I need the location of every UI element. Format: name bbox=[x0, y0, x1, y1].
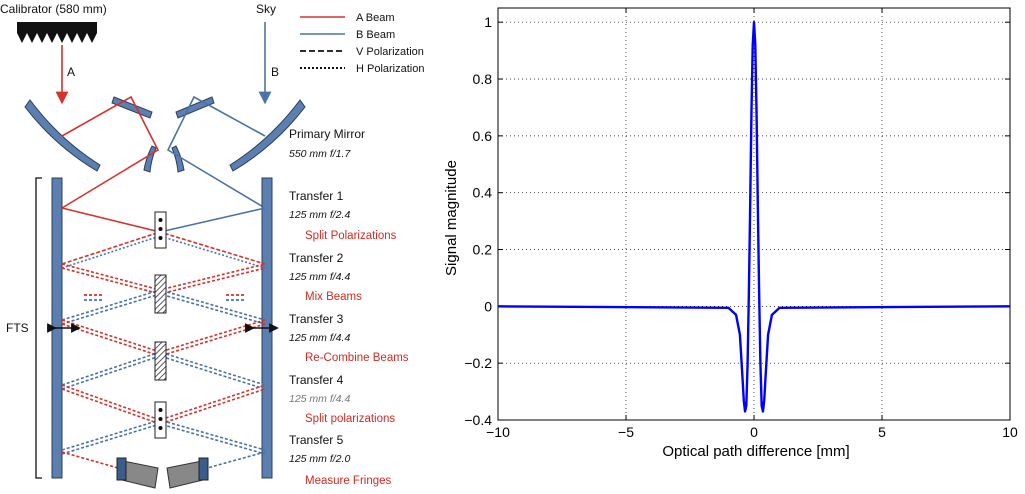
y-tick-label: 0.6 bbox=[473, 128, 493, 144]
y-axis-label: Signal magnitude bbox=[443, 160, 460, 276]
stage-labels: Primary Mirror 550 mm f/1.7 Transfer 1 1… bbox=[289, 127, 409, 487]
svg-text:Split Polarizations: Split Polarizations bbox=[305, 230, 397, 242]
y-tick-label: 0.4 bbox=[473, 185, 493, 201]
svg-text:125 mm f/2.0: 125 mm f/2.0 bbox=[289, 453, 350, 465]
legend-b-beam: B Beam bbox=[356, 29, 395, 41]
y-tick-label: −0.2 bbox=[464, 355, 492, 371]
svg-text:550 mm f/1.7: 550 mm f/1.7 bbox=[289, 148, 351, 160]
optical-layout-diagram: Calibrator (580 mm) Sky A B A Beam B Bea… bbox=[0, 2, 424, 489]
svg-text:125 mm f/2.4: 125 mm f/2.4 bbox=[289, 209, 350, 221]
legend-a-beam: A Beam bbox=[356, 12, 395, 24]
calibrator-label: Calibrator (580 mm) bbox=[0, 2, 107, 16]
x-tick-labels: −10 −5 0 5 10 bbox=[486, 424, 1018, 440]
signal-series-line bbox=[497, 21, 1011, 413]
x-tick-label: 0 bbox=[750, 424, 758, 440]
chart-grid bbox=[498, 8, 1010, 421]
legend-h-pol: H Polarization bbox=[356, 63, 424, 75]
y-tick-label: 0.2 bbox=[473, 242, 493, 258]
chart-plot-area bbox=[497, 7, 1011, 421]
fts-bracket bbox=[35, 177, 42, 479]
calibrator-load-icon bbox=[17, 22, 97, 43]
polarizer-element-2 bbox=[154, 401, 167, 439]
beam-b-label: B bbox=[271, 65, 279, 79]
svg-text:Transfer 3: Transfer 3 bbox=[289, 312, 344, 326]
svg-text:Split polarizations: Split polarizations bbox=[305, 413, 395, 425]
detector-icon bbox=[116, 457, 209, 489]
svg-text:Transfer 5: Transfer 5 bbox=[289, 433, 344, 447]
x-tick-label: 10 bbox=[1002, 424, 1018, 440]
signal-chart: −10 −5 0 5 10 −0.4 −0.2 0 0.2 0.4 0.6 0.8 1 Optical… bbox=[443, 7, 1018, 460]
recombiner-element bbox=[154, 341, 167, 381]
x-tick-label: 5 bbox=[878, 424, 886, 440]
svg-text:Transfer 2: Transfer 2 bbox=[289, 251, 344, 265]
svg-text:125 mm f/4.4: 125 mm f/4.4 bbox=[289, 332, 350, 344]
y-tick-label: 1 bbox=[484, 14, 492, 30]
svg-text:Mix Beams: Mix Beams bbox=[305, 291, 362, 303]
y-tick-label: −0.4 bbox=[464, 412, 492, 428]
y-tick-label: 0.8 bbox=[473, 71, 493, 87]
polarizer-element bbox=[154, 211, 167, 249]
svg-text:Transfer 1: Transfer 1 bbox=[289, 189, 344, 203]
diagram-legend: A Beam B Beam V Polarization H Polarizat… bbox=[300, 12, 424, 75]
svg-text:125 mm f/4.4: 125 mm f/4.4 bbox=[289, 393, 350, 405]
svg-text:Primary Mirror: Primary Mirror bbox=[289, 127, 365, 141]
svg-text:125 mm f/4.4: 125 mm f/4.4 bbox=[289, 271, 350, 283]
svg-text:Re-Combine Beams: Re-Combine Beams bbox=[305, 352, 409, 364]
sky-label: Sky bbox=[256, 2, 276, 16]
x-tick-label: −5 bbox=[618, 424, 634, 440]
y-tick-label: 0 bbox=[484, 298, 492, 314]
y-tick-labels: −0.4 −0.2 0 0.2 0.4 0.6 0.8 1 bbox=[464, 14, 492, 428]
beam-a-label: A bbox=[67, 65, 75, 79]
x-tick-label: −10 bbox=[486, 424, 510, 440]
svg-text:Measure Fringes: Measure Fringes bbox=[305, 475, 392, 487]
plot-frame bbox=[497, 7, 1011, 421]
mixer-element bbox=[154, 274, 167, 314]
legend-v-pol: V Polarization bbox=[356, 46, 424, 58]
x-axis-label: Optical path difference [mm] bbox=[662, 443, 849, 460]
fts-label: FTS bbox=[6, 321, 29, 335]
svg-text:Transfer 4: Transfer 4 bbox=[289, 373, 344, 387]
